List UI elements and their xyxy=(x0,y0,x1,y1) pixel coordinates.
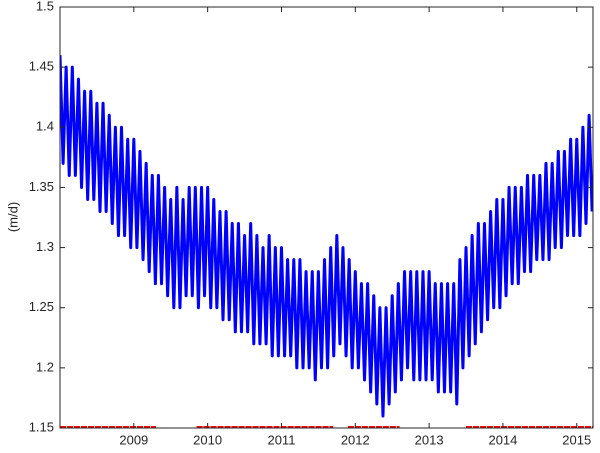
x-tick-label: 2013 xyxy=(415,432,444,447)
y-tick-label: 1.45 xyxy=(29,59,54,74)
y-tick-label: 1.3 xyxy=(36,239,54,254)
x-tick-label: 2015 xyxy=(562,432,591,447)
y-tick-label: 1.4 xyxy=(36,119,54,134)
y-axis-label: (m/d) xyxy=(5,202,20,232)
y-tick-label: 1.2 xyxy=(36,359,54,374)
y-tick-label: 1.15 xyxy=(29,419,54,434)
x-tick-label: 2010 xyxy=(193,432,222,447)
x-tick-label: 2012 xyxy=(341,432,370,447)
y-tick-label: 1.25 xyxy=(29,299,54,314)
x-tick-label: 2011 xyxy=(267,432,295,447)
y-tick-label: 1.5 xyxy=(36,0,54,13)
y-tick-label: 1.35 xyxy=(29,179,54,194)
axes-box xyxy=(59,6,594,429)
data-line xyxy=(60,55,593,418)
data-layer xyxy=(60,55,593,428)
x-tick-label: 2014 xyxy=(488,432,517,447)
x-tick-label: 2009 xyxy=(119,432,148,447)
